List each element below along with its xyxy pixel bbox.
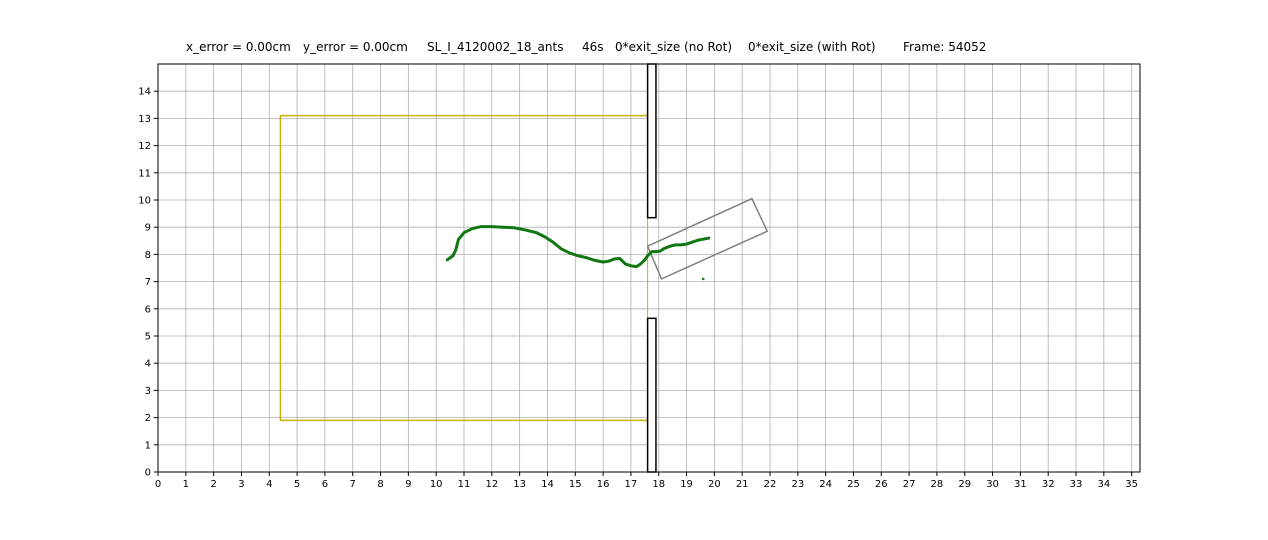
y-tick-label: 7 <box>145 277 151 288</box>
x-tick-label: 30 <box>986 479 999 490</box>
x-tick-label: 8 <box>377 479 383 490</box>
x-tick-label: 29 <box>958 479 971 490</box>
y-tick-label: 4 <box>145 359 151 370</box>
maze-shape-outline <box>279 114 648 422</box>
y-tick-label: 11 <box>138 168 151 179</box>
y-tick-label: 9 <box>145 223 151 234</box>
x-tick-label: 17 <box>625 479 638 490</box>
x-tick-label: 14 <box>541 479 554 490</box>
y-tick-label: 1 <box>145 440 151 451</box>
chart-title: x_error = 0.00cm y_error = 0.00cm SL_I_4… <box>186 40 986 54</box>
x-tick-label: 9 <box>405 479 411 490</box>
title-exit-with-rot: 0*exit_size (with Rot) <box>748 40 876 54</box>
y-tick-label: 12 <box>138 141 151 152</box>
x-tick-label: 10 <box>430 479 443 490</box>
x-tick-label: 24 <box>819 479 832 490</box>
x-tick-label: 1 <box>183 479 189 490</box>
x-tick-label: 27 <box>903 479 916 490</box>
x-tick-label: 31 <box>1014 479 1027 490</box>
y-tick-label: 13 <box>138 114 151 125</box>
y-tick-label: 6 <box>145 304 151 315</box>
plot-elements <box>279 63 769 473</box>
x-tick-label: 33 <box>1070 479 1083 490</box>
lower-wall <box>646 317 657 473</box>
title-x-error: x_error = 0.00cm <box>186 40 291 54</box>
x-tick-label: 16 <box>597 479 610 490</box>
x-tick-label: 3 <box>238 479 244 490</box>
stray-point <box>701 277 705 281</box>
x-tick-label: 23 <box>791 479 804 490</box>
y-tick-label: 5 <box>145 332 151 343</box>
x-tick-label: 12 <box>485 479 498 490</box>
x-tick-label: 0 <box>155 479 161 490</box>
x-tick-label: 19 <box>680 479 693 490</box>
x-tick-label: 15 <box>569 479 582 490</box>
x-tick-label: 32 <box>1042 479 1055 490</box>
load-rectangle <box>646 197 769 280</box>
x-tick-label: 25 <box>847 479 860 490</box>
x-tick-label: 11 <box>458 479 471 490</box>
axes-frame <box>157 63 1141 473</box>
x-tick-label: 2 <box>210 479 216 490</box>
y-tick-label: 14 <box>138 87 151 98</box>
title-exit-no-rot: 0*exit_size (no Rot) <box>615 40 732 54</box>
y-tick-label: 10 <box>138 196 151 207</box>
x-tick-label: 4 <box>266 479 272 490</box>
x-tick-label: 28 <box>931 479 944 490</box>
y-tick-label: 2 <box>145 413 151 424</box>
axes: 0 1 2 3 4 5 6 7 8 9 10 11 12 13 14 15 16 17 18 19 20 21 22 23 24… <box>138 63 1141 490</box>
grid <box>158 64 1140 472</box>
x-tick-label: 21 <box>736 479 749 490</box>
x-tick-label: 22 <box>764 479 777 490</box>
x-tick-label: 34 <box>1097 479 1110 490</box>
x-tick-label: 20 <box>708 479 721 490</box>
trajectory-line <box>445 225 711 269</box>
upper-wall <box>646 63 657 219</box>
title-time: 46s <box>582 40 604 54</box>
y-tick-label: 8 <box>145 250 151 261</box>
x-tick-label: 26 <box>875 479 888 490</box>
y-tick-label: 3 <box>145 386 151 397</box>
title-y-error: y_error = 0.00cm <box>303 40 408 54</box>
y-tick-label: 0 <box>145 468 151 479</box>
x-tick-label: 35 <box>1125 479 1138 490</box>
title-experiment-name: SL_I_4120002_18_ants <box>427 40 563 54</box>
x-tick-label: 7 <box>350 479 356 490</box>
x-tick-label: 18 <box>652 479 665 490</box>
x-tick-label: 13 <box>513 479 526 490</box>
x-tick-label: 6 <box>322 479 328 490</box>
x-tick-label: 5 <box>294 479 300 490</box>
title-frame: Frame: 54052 <box>903 40 986 54</box>
